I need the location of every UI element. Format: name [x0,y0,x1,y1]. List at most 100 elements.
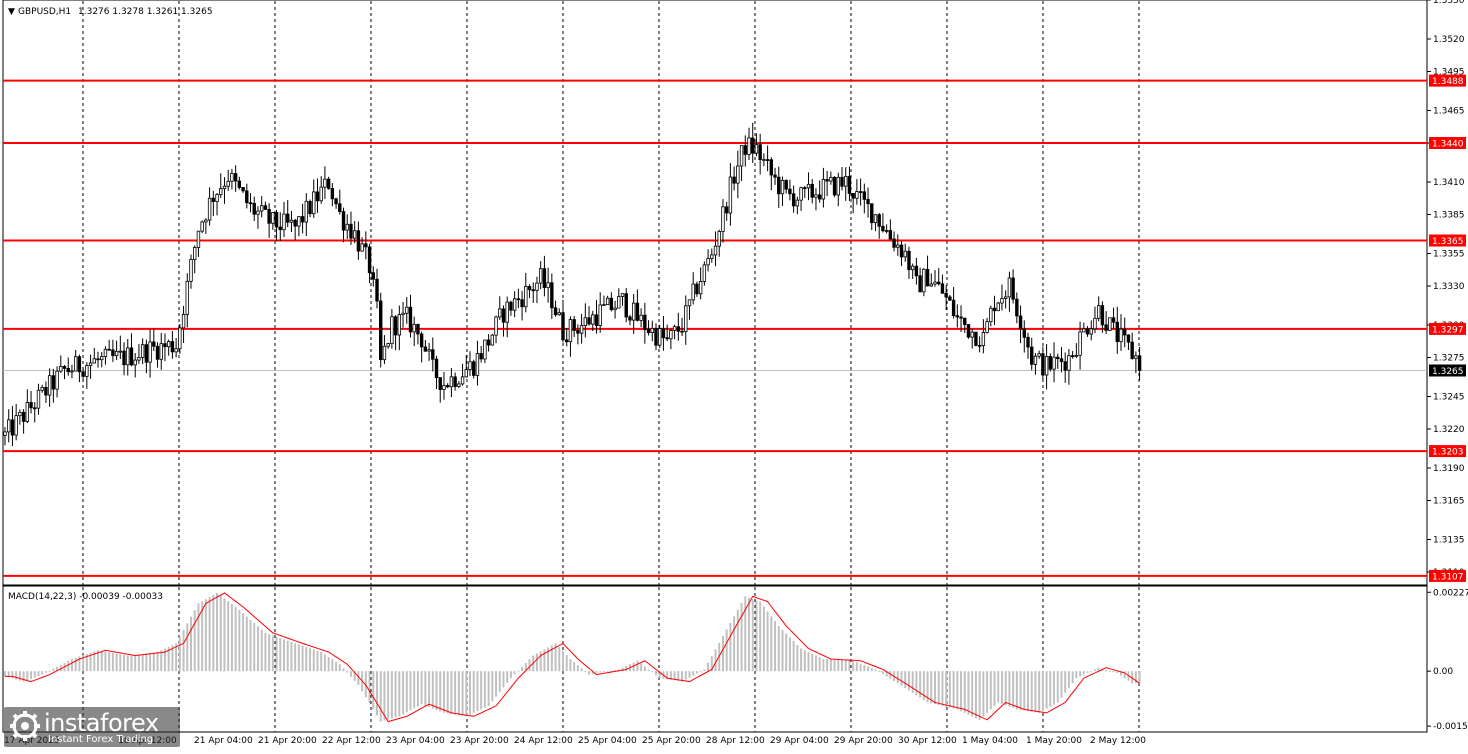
x-tick-label: 25 Apr 20:00 [642,736,701,746]
macd-bar [513,671,516,675]
candle-body [1026,336,1030,348]
macd-bar [238,610,241,672]
macd-bar [405,671,408,713]
macd-bar [227,601,230,672]
candle-body [47,375,52,396]
macd-bar [495,671,498,697]
macd-plot-frame [2,585,1428,733]
candle-body [684,305,688,332]
candle-body [691,283,695,301]
candle-body [107,348,111,351]
macd-bar [376,671,378,716]
candle-body [475,353,480,376]
macd-bar [997,671,1000,703]
candle-body [613,307,617,311]
macd-bar [97,650,99,672]
candle-body [702,264,707,282]
macd-bar [190,616,192,672]
macd-bar [945,671,948,707]
candle-body [163,343,167,348]
candle-body [155,345,160,360]
candle-body [628,316,632,321]
macd-bar [33,671,36,678]
x-tick-label: 21 Apr 04:00 [194,736,253,746]
macd-bar [416,671,419,707]
macd-bar [543,649,546,672]
candle-body [193,247,197,260]
macd-bar [420,671,423,705]
candle-body [126,347,130,366]
candle-body [349,223,353,239]
level-label-bg [1429,322,1466,335]
macd-bar [18,671,21,681]
macd-bar [11,671,14,679]
macd-bar [193,610,196,672]
candle-body [36,389,41,409]
level-label-bg [1429,137,1466,149]
macd-readout: MACD(14,22,3) -0.00039 -0.00033 [8,592,163,602]
macd-bar [275,636,278,672]
candle-body [271,212,275,224]
macd-bar [1012,671,1015,709]
candle-body [44,386,48,396]
macd-bar [785,633,788,672]
macd-bar [1134,671,1137,684]
macd-bar [974,671,977,719]
candle-body [568,319,573,343]
candle-body [483,339,487,360]
candle-body [29,402,33,409]
macd-bar [1023,671,1026,711]
macd-bar [1082,671,1085,675]
macd-bar [1138,671,1141,684]
candle-body [248,202,253,205]
macd-bar [439,671,442,712]
candle-body [791,193,796,207]
macd-bar [372,671,375,710]
macd-bar [751,599,754,672]
macd-bar [435,671,438,710]
macd-bar [312,649,315,672]
candle-body [401,312,405,316]
candle-body [884,230,889,232]
macd-bar [952,671,955,709]
macd-bar [342,668,345,672]
macd-bar [863,665,866,672]
macd-bar [517,670,520,672]
level-layer [3,79,1427,577]
level-label: 1.3365 [1432,237,1464,247]
candle-body [501,308,506,323]
candle-body [382,345,387,361]
candle-body [360,243,364,252]
candle-body [579,325,584,334]
candle-body [646,329,651,334]
candle-body [341,211,346,231]
candle-body [498,308,502,318]
macd-bar [1053,671,1056,705]
candle-body [386,343,390,347]
candle-body [1111,317,1116,323]
macd-bar [506,671,509,683]
candle-body [92,358,96,364]
candle-body [624,293,628,318]
macd-bar [134,654,137,672]
macd-bar [409,671,412,711]
macd-bar [104,651,107,672]
macd-bar [286,640,289,672]
macd-bar [967,671,970,715]
macd-bar [498,671,501,693]
candle-body [405,306,409,314]
macd-bar [1027,671,1029,712]
macd-bar [186,623,189,672]
candle-body [1115,321,1119,343]
macd-bar [614,670,617,672]
candle-body [144,344,149,363]
macd-bar [748,597,750,672]
candle-body [423,346,428,352]
macd-bar [123,654,126,672]
x-tick-label: 2 May 12:00 [1090,736,1146,746]
macd-bar [201,601,204,672]
label-layer: 1.3488 1.3440 1.3365 1.3297 1.3203 1.3107 1.32… [1429,74,1466,582]
candle-body [762,159,766,161]
candle-body [981,332,986,346]
macd-bar [1041,671,1044,711]
